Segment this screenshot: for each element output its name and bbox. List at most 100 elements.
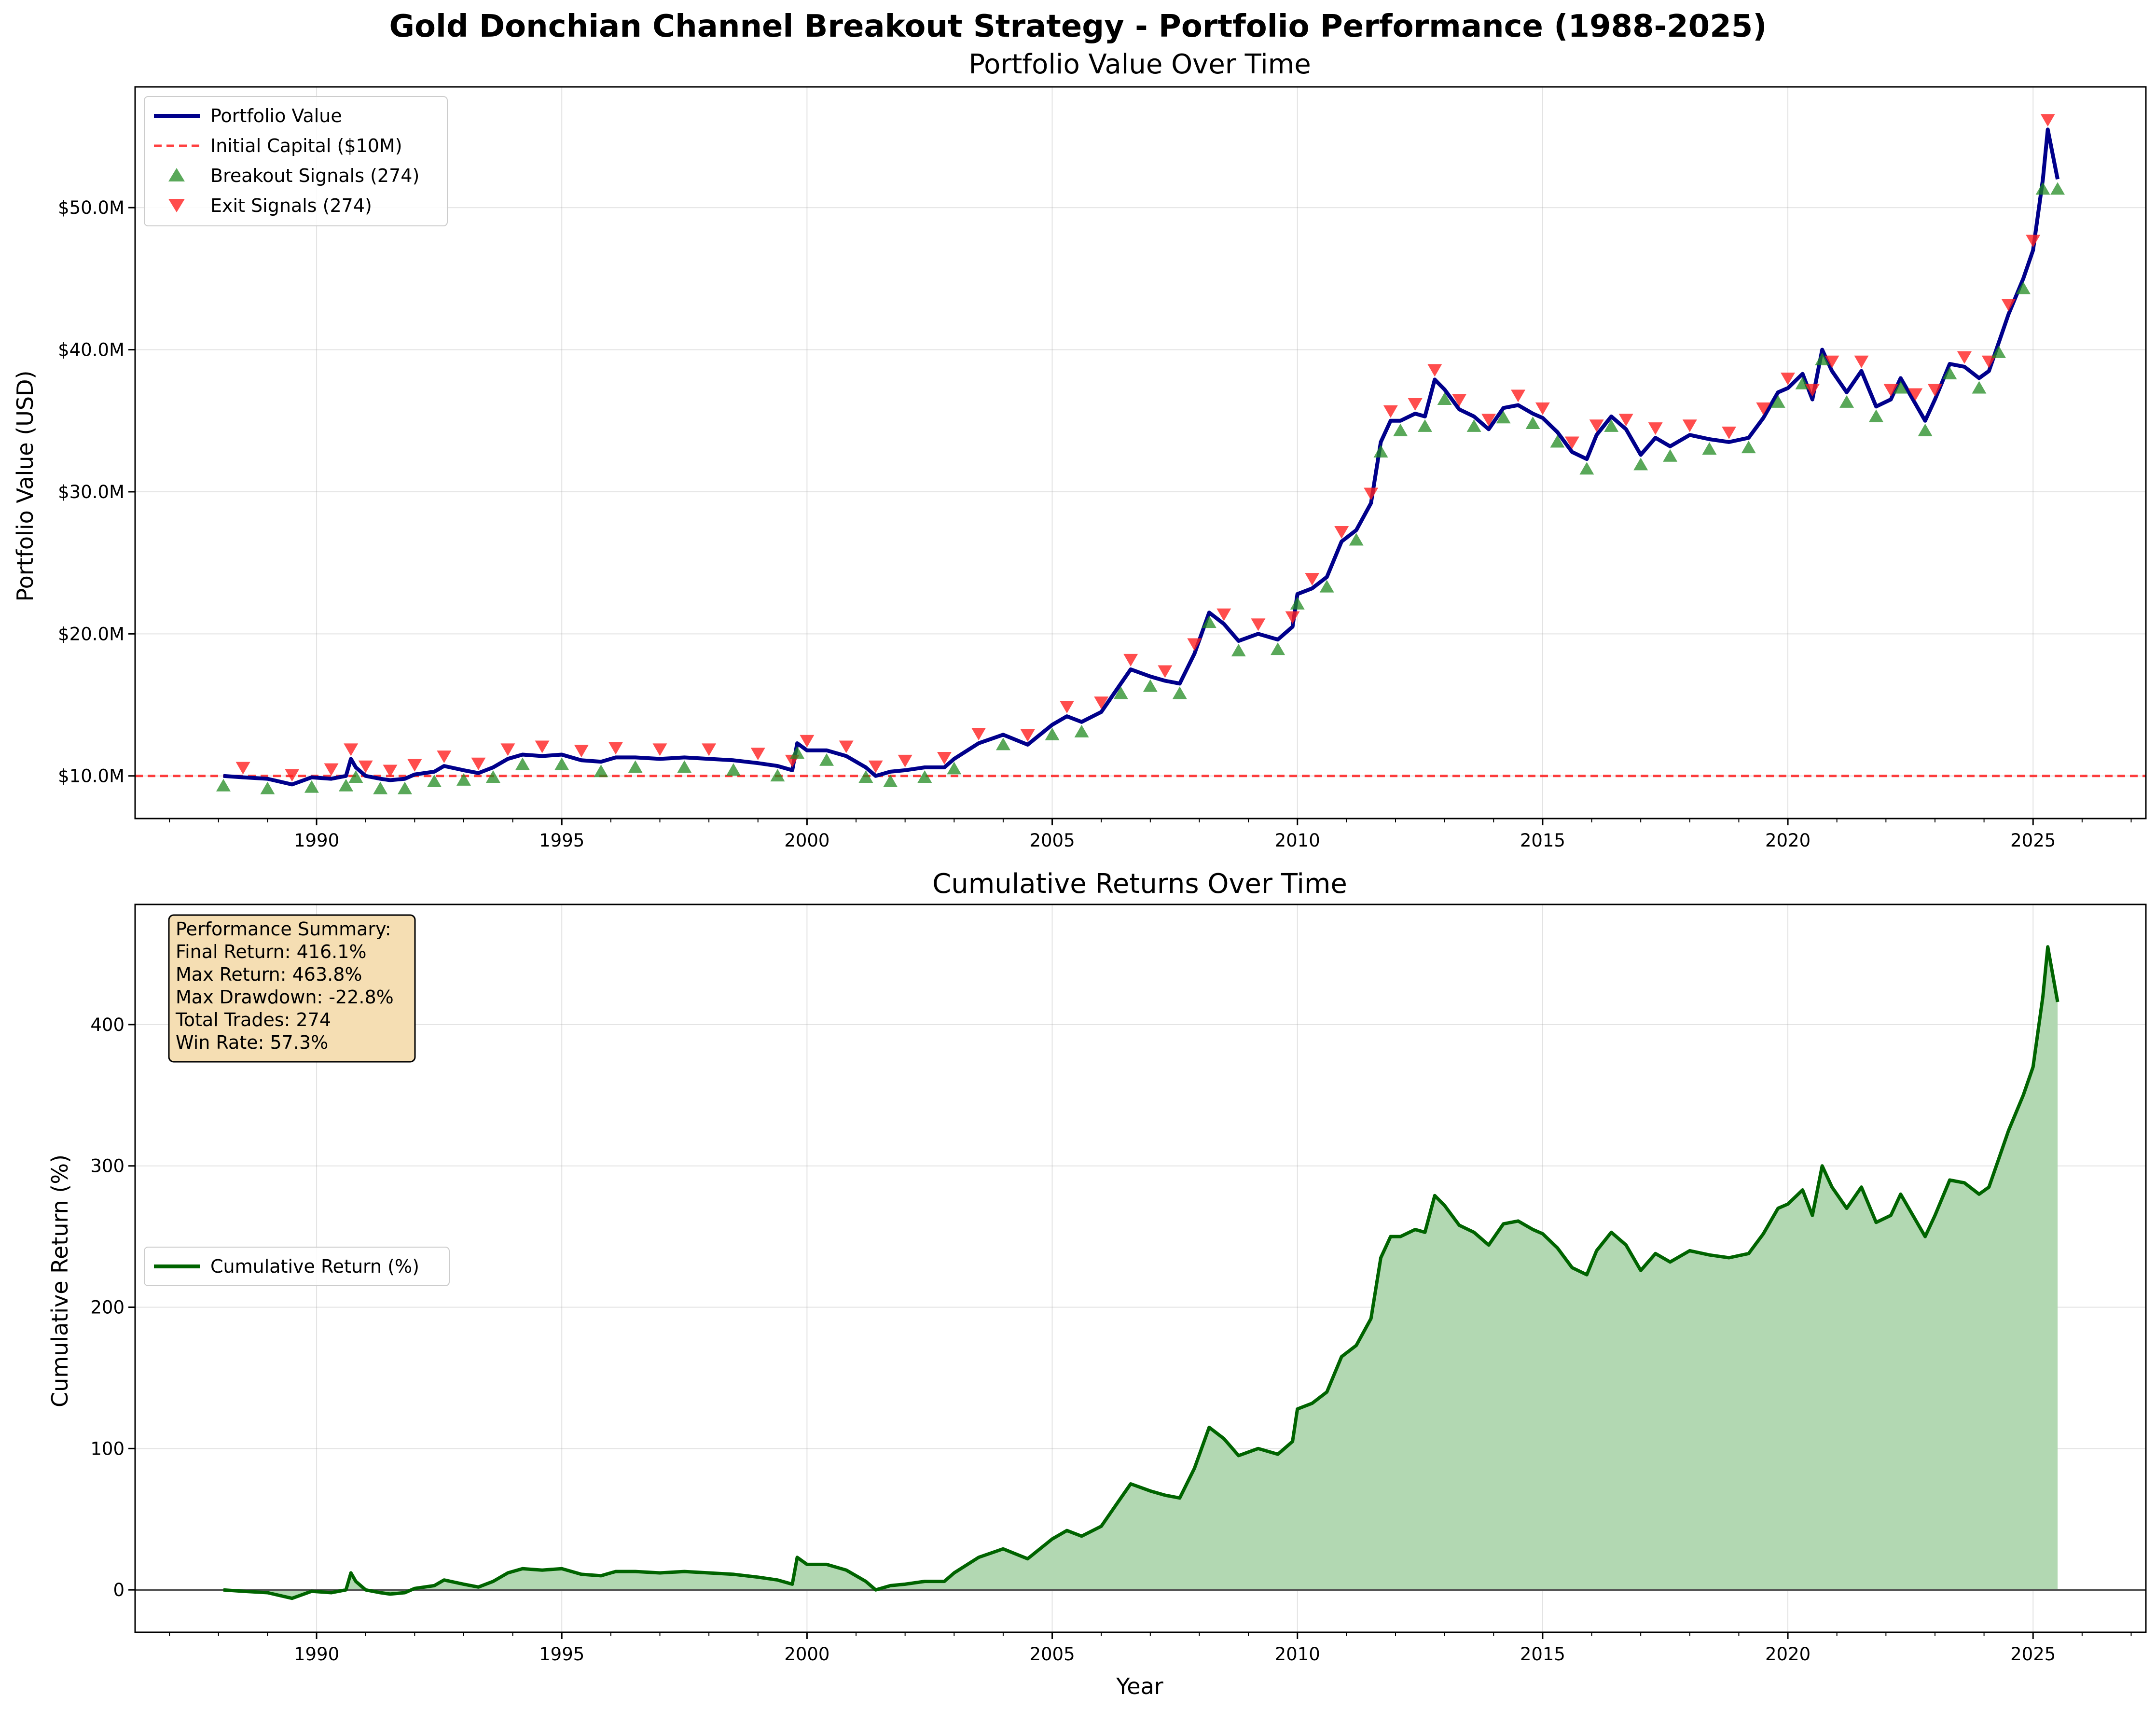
breakout-signal-marker (1869, 409, 1884, 422)
figure-title: Gold Donchian Channel Breakout Strategy … (389, 9, 1767, 44)
exit-signal-marker (652, 743, 667, 756)
breakout-signal-marker (1172, 686, 1187, 699)
breakout-signal-marker (2050, 182, 2065, 195)
exit-signal-marker (1682, 419, 1697, 432)
breakout-signal-marker (1271, 642, 1285, 655)
exit-signal-marker (750, 748, 765, 761)
exit-signal-marker (1564, 436, 1579, 449)
y-tick-label: $10.0M (58, 766, 124, 787)
exit-signal-marker (1824, 355, 1839, 368)
exit-signal-marker (608, 742, 623, 755)
breakout-signal-marker (883, 774, 898, 787)
exit-signal-marker (1981, 355, 1996, 368)
performance-summary-box: Performance Summary: Final Return: 416.1… (168, 914, 416, 1063)
legend-cumulative-return: Cumulative Return (%) (210, 1256, 419, 1277)
x-tick-label: 2020 (1765, 1644, 1810, 1665)
exit-signal-marker (1722, 426, 1737, 439)
cumulative-returns-panel: Cumulative Returns Over Time Cumulative … (47, 868, 2147, 1699)
x-tick-label: 2010 (1275, 1644, 1320, 1665)
exit-signal-marker (437, 750, 452, 764)
breakout-signal-marker (1074, 724, 1089, 737)
exit-signal-marker (1094, 696, 1109, 709)
exit-signal-marker (1123, 653, 1138, 667)
breakout-signal-marker (1663, 449, 1678, 462)
breakout-signal-marker (594, 764, 608, 778)
x-tick-label: 2025 (2010, 1644, 2056, 1665)
exit-signal-marker (1908, 388, 1923, 401)
returns-axes-frame (134, 903, 2147, 1633)
y-tick-label: 300 (90, 1156, 124, 1177)
cumulative-return-line (223, 945, 2059, 1600)
breakout-signal-marker (427, 774, 442, 787)
returns-legend-box (144, 1247, 450, 1286)
exit-signal-marker (574, 745, 589, 758)
cumulative-return-path (223, 945, 2059, 1600)
exit-signal-marker (1427, 364, 1442, 377)
breakout-signal-marker (770, 769, 785, 782)
breakout-signal-marker (677, 760, 692, 773)
portfolio-axes-frame (134, 86, 2147, 820)
breakout-signal-marker (1525, 417, 1540, 430)
breakout-signal-marker (1815, 352, 1830, 365)
summary-max-drawdown: Max Drawdown: -22.8% (176, 986, 394, 1008)
summary-total-trades: Total Trades: 274 (175, 1009, 331, 1030)
breakout-signal-marker (1437, 392, 1452, 405)
exit-signal-marker (1648, 422, 1663, 435)
breakout-signal-marker (1319, 580, 1334, 593)
x-tick-label: 1990 (294, 1644, 339, 1665)
signal-markers (216, 114, 2065, 794)
legend-initial-capital: Initial Capital ($10M) (210, 135, 402, 156)
x-tick-label: 2010 (1275, 830, 1320, 851)
breakout-signal-marker (1918, 423, 1933, 436)
breakout-signal-marker (1349, 533, 1364, 546)
exit-signal-marker (500, 743, 515, 756)
portfolio-y-axis-label: Portfolio Value (USD) (12, 371, 38, 602)
returns-y-axis-label: Cumulative Return (%) (47, 1154, 73, 1407)
breakout-signal-marker (1202, 615, 1216, 628)
exit-signal-marker (383, 764, 398, 778)
breakout-signal-marker (1290, 597, 1305, 610)
x-tick-label: 2015 (1520, 830, 1565, 851)
breakout-signal-marker (1893, 381, 1908, 394)
x-tick-label: 1995 (539, 1644, 584, 1665)
exit-signal-marker (1408, 398, 1423, 411)
x-tick-label: 1995 (539, 830, 584, 851)
exit-signal-marker (1060, 701, 1075, 714)
exit-signal-marker (1781, 373, 1796, 386)
x-tick-label: 2005 (1029, 830, 1075, 851)
breakout-signal-marker (1113, 686, 1128, 699)
returns-x-axis-label: Year (1116, 1673, 1163, 1699)
x-tick-label: 2005 (1029, 1644, 1075, 1665)
returns-area (223, 946, 2058, 1598)
portfolio-value-panel: Portfolio Value Over Time Portfolio Valu… (12, 49, 2147, 851)
legend-portfolio-value: Portfolio Value (210, 105, 342, 126)
summary-max-return: Max Return: 463.8% (176, 964, 362, 985)
breakout-signal-marker (995, 737, 1010, 750)
returns-chart-title: Cumulative Returns Over Time (932, 868, 1347, 900)
legend-exit-signals: Exit Signals (274) (210, 195, 372, 216)
exit-signal-marker (1187, 638, 1202, 651)
exit-signal-marker (1481, 414, 1496, 427)
returns-fill-area (223, 946, 2058, 1598)
portfolio-legend-box (144, 96, 448, 226)
breakout-signal-marker (554, 757, 569, 770)
returns-x-ticks: 1990 1995 2000 2005 2010 2015 2020 2025 (169, 1632, 2132, 1665)
exit-signal-marker (1383, 405, 1398, 418)
exit-signal-marker (1020, 729, 1035, 742)
breakout-signal-marker (1991, 345, 2006, 358)
breakout-signal-marker (1579, 462, 1594, 475)
exit-signal-marker (2026, 235, 2041, 248)
breakout-signal-marker (260, 781, 275, 794)
breakout-signal-marker (216, 778, 231, 792)
exit-signal-marker (2001, 298, 2016, 311)
exit-signal-marker (1927, 384, 1942, 397)
legend-breakout-triangle-icon (168, 168, 185, 181)
breakout-signal-marker (858, 770, 873, 783)
y-tick-label: 100 (90, 1438, 124, 1459)
breakout-signal-marker (790, 746, 805, 759)
exit-signal-marker (1305, 573, 1320, 586)
exit-signal-marker (1158, 665, 1173, 678)
exit-signal-marker (1756, 402, 1771, 415)
breakout-signal-marker (339, 778, 354, 792)
